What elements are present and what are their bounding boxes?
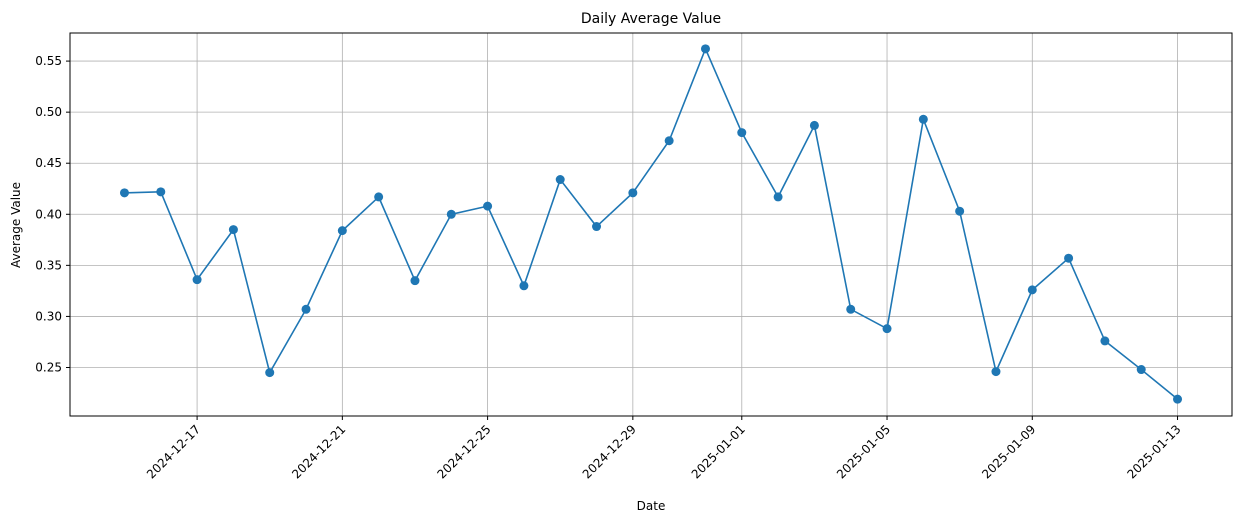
plot-frame: [69, 32, 1233, 417]
data-point: [265, 368, 275, 378]
y-axis-label: Average Value: [9, 182, 23, 268]
x-tick-label: 2025-01-13: [1124, 422, 1183, 481]
y-tick-label: 0.55: [35, 54, 62, 68]
data-point: [628, 188, 638, 198]
data-point: [1027, 285, 1037, 295]
x-tick-label: 2025-01-01: [689, 422, 748, 481]
data-point: [1100, 336, 1110, 346]
y-tick-label: 0.40: [35, 207, 62, 221]
y-tick-label: 0.25: [35, 360, 62, 374]
x-tick-label: 2024-12-21: [289, 422, 348, 481]
y-tick-label: 0.35: [35, 258, 62, 272]
data-point: [809, 120, 819, 130]
data-point: [882, 324, 892, 334]
data-point: [664, 136, 674, 146]
data-point: [1064, 253, 1074, 263]
data-point: [991, 367, 1001, 377]
data-point: [1136, 365, 1146, 375]
x-tick-label: 2024-12-25: [434, 422, 493, 481]
data-point: [192, 275, 202, 285]
data-point: [519, 281, 529, 291]
x-tick-label: 2025-01-09: [979, 422, 1038, 481]
data-point: [592, 222, 602, 232]
x-axis-label: Date: [637, 499, 666, 513]
data-point: [374, 192, 384, 202]
data-point: [119, 188, 129, 198]
series-line: [124, 46, 1179, 400]
x-axis-ticks: 2024-12-17 2024-12-21 2024-12-25 2024-12-29…: [144, 416, 1184, 481]
data-point: [446, 209, 456, 219]
y-tick-label: 0.30: [35, 309, 62, 323]
data-point: [555, 175, 565, 185]
data-point: [1173, 394, 1183, 404]
y-tick-label: 0.45: [35, 156, 62, 170]
x-tick-label: 2024-12-29: [580, 422, 639, 481]
data-point: [955, 206, 965, 216]
series-line-group: [119, 44, 1183, 404]
data-point: [156, 187, 166, 197]
data-point: [410, 276, 420, 286]
grid-lines: [70, 33, 1232, 416]
data-point: [918, 114, 928, 124]
data-point: [700, 44, 710, 54]
y-tick-label: 0.50: [35, 105, 62, 119]
data-point: [483, 201, 493, 211]
data-point: [737, 128, 747, 138]
data-point: [301, 304, 311, 314]
y-axis-ticks: 0.25 0.30 0.35 0.40 0.45 0.50 0.55: [35, 54, 70, 374]
x-tick-label: 2024-12-17: [144, 422, 203, 481]
data-point: [337, 226, 347, 236]
data-point: [228, 225, 238, 235]
chart-title: Daily Average Value: [581, 11, 721, 27]
data-point: [846, 304, 856, 314]
data-point: [773, 192, 783, 202]
x-tick-label: 2025-01-05: [834, 422, 893, 481]
